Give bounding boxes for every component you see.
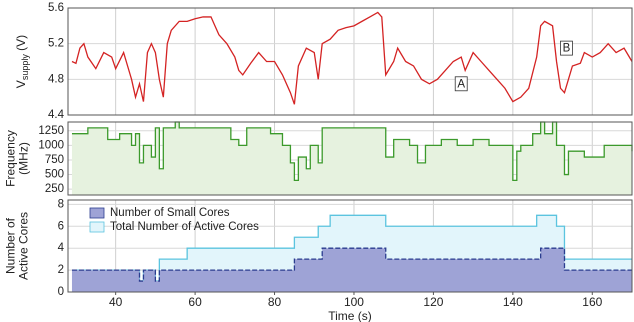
step-line (71, 121, 633, 182)
plot-border (67, 121, 633, 196)
y-tick-label: 6 (58, 220, 64, 232)
annotation-box (454, 76, 468, 92)
y-axis-label-line: Active Cores (17, 212, 31, 280)
plot-border (67, 7, 633, 116)
y-tick-label: 5.2 (48, 38, 64, 50)
annotation: A (457, 78, 465, 90)
y-tick-label: 4 (58, 242, 65, 254)
y-tick-label: 4.4 (48, 109, 65, 121)
step-line (71, 247, 632, 282)
x-tick-label: 120 (423, 295, 443, 309)
y-axis-label-part: V (14, 80, 28, 88)
legend-swatch (89, 221, 105, 233)
y-tick-label: 5.6 (48, 2, 64, 14)
y-tick-label: 1250 (38, 125, 64, 137)
y-tick-label: 1000 (38, 139, 64, 151)
y-axis-label-part: supply (20, 54, 30, 81)
y-axis-label-part: (V) (14, 35, 28, 54)
plot-frame (68, 8, 632, 115)
x-axis-label: Time (s) (328, 309, 372, 322)
y-axis-label: Number ofActive Cores (4, 212, 31, 280)
x-tick-label: 160 (582, 295, 602, 309)
y-axis-label-line: Number of (4, 217, 18, 274)
y-tick-label: 8 (58, 198, 64, 210)
x-tick-label: 80 (268, 295, 282, 309)
y-axis-label-line: (MHz) (17, 142, 31, 175)
y-tick-label: 2 (58, 264, 64, 276)
area-fill (71, 122, 633, 195)
x-tick-label: 140 (503, 295, 523, 309)
annotation-box (560, 40, 573, 56)
voltage-line (71, 11, 633, 105)
y-tick-label: 4.8 (48, 73, 64, 85)
y-axis-label-line: Frequency (4, 130, 18, 187)
y-tick-label: 0 (58, 286, 64, 298)
legend-swatch (89, 207, 105, 219)
annotation: B (563, 43, 571, 55)
y-tick-label: 750 (45, 154, 64, 166)
area-fill (71, 248, 633, 292)
y-tick-label: 500 (45, 169, 64, 181)
legend-label: Number of Small Cores (110, 207, 230, 219)
y-tick-label: 250 (45, 183, 64, 195)
x-tick-label: 60 (188, 295, 202, 309)
y-axis-label: Frequency(MHz) (4, 130, 31, 187)
y-axis-label: Vsupply (V) (14, 35, 30, 88)
legend-label: Total Number of Active Cores (110, 221, 259, 233)
x-tick-label: 100 (344, 295, 364, 309)
plot-border (67, 199, 633, 293)
x-tick-label: 40 (109, 295, 123, 309)
